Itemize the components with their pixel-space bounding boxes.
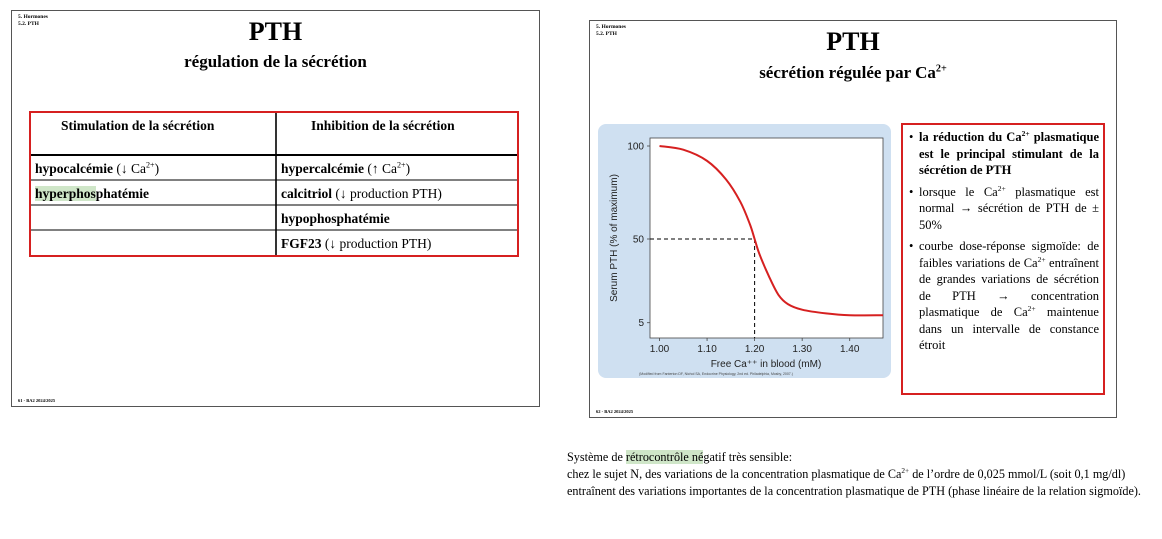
slide-footer: 62 - BA2 2024/2025 (596, 409, 634, 414)
inhib-row-3: hypophosphatémie (281, 211, 390, 226)
breadcrumb-subsection: 5.2. PTH (596, 30, 617, 37)
x-tick-label: 1.00 (650, 344, 670, 355)
header-inhibition: Inhibition de la sécrétion (311, 118, 455, 133)
breadcrumb-section: 5. Hormones (596, 24, 626, 30)
slide-subtitle: sécrétion régulée par Ca2+ (759, 63, 947, 82)
notes-line-1: Système de rétrocontrôle négatif très se… (567, 450, 793, 464)
breadcrumb: 5. Hormones 5.2. PTH (596, 24, 626, 37)
breadcrumb-subsection: 5.2. PTH (18, 20, 39, 27)
y-tick-label: 5 (638, 318, 644, 329)
bullet-item: • courbe dose-réponse sigmoïde: de faible… (909, 239, 1100, 352)
pth-calcium-chart: 1.00 1.10 1.20 1.30 1.40 100 50 5 Free Ca⁺⁺ in … (609, 137, 884, 376)
x-axis-label: Free Ca⁺⁺ in blood (mM) (711, 359, 822, 370)
inhib-row-1: hypercalcémie (↑ Ca2+) (281, 160, 411, 176)
stim-row-2: hyperphosphatémie (35, 186, 150, 201)
slide-pth-regulation: 5. Hormones 5.2. PTH PTH régulation de l… (11, 10, 540, 407)
slide-footer: 61 - BA2 2024/2025 (18, 398, 56, 403)
slide-title: PTH (248, 17, 303, 46)
y-tick-label: 100 (627, 142, 644, 153)
header-stimulation: Stimulation de la sécrétion (61, 118, 215, 133)
x-tick-label: 1.30 (792, 344, 812, 355)
x-tick-label: 1.40 (840, 344, 860, 355)
table-gridlines (31, 113, 517, 255)
series-line-pth (659, 145, 884, 317)
y-tick-label: 50 (633, 235, 645, 246)
bullet-item: • lorsque le Ca2+ plasmatique est normal … (909, 183, 1099, 232)
slide-title: PTH (826, 27, 880, 56)
regulation-table: Stimulation de la sécrétion Inhibition d… (29, 111, 519, 257)
reference-lines (650, 238, 756, 338)
inhib-row-4: FGF23 (↓ production PTH) (281, 236, 432, 251)
stim-row-1: hypocalcémie (↓ Ca2+) (35, 160, 160, 176)
slide-subtitle: régulation de la sécrétion (184, 52, 367, 71)
notes-line-2: chez le sujet N, des variations de la co… (567, 465, 1141, 498)
speaker-notes: Système de rétrocontrôle négatif très se… (567, 449, 1147, 500)
plot-area (649, 137, 884, 339)
breadcrumb-section: 5. Hormones (18, 14, 48, 20)
breadcrumb: 5. Hormones 5.2. PTH (18, 14, 48, 27)
x-tick-label: 1.20 (745, 344, 765, 355)
y-axis-label: Serum PTH (% of maximum) (609, 174, 620, 302)
bullet-item: • la réduction du Ca2+ plasmatique est le… (909, 128, 1099, 177)
source-note: (Modified from Fanterton DF, Nichol SA, … (639, 372, 793, 376)
slide-pth-secretion: 5. Hormones 5.2. PTH PTH sécrétion régul… (589, 20, 1117, 418)
inhib-row-2: calcitriol (↓ production PTH) (281, 186, 442, 201)
chart-ticks: 1.00 1.10 1.20 1.30 1.40 100 50 5 (627, 142, 860, 356)
x-tick-label: 1.10 (697, 344, 717, 355)
bullet-box: • la réduction du Ca2+ plasmatique est le… (901, 123, 1105, 395)
